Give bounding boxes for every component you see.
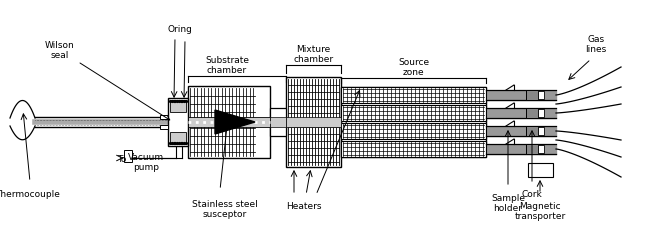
Bar [538,91,544,99]
Bar [526,108,538,118]
Text: Oring: Oring [167,25,192,34]
Bar [188,86,270,158]
Polygon shape [215,110,255,134]
Bar [170,132,186,144]
Bar [160,115,168,119]
Text: Substrate
chamber: Substrate chamber [205,56,249,75]
Bar [538,145,544,153]
Text: Cork: Cork [521,190,542,199]
Text: Heaters: Heaters [286,202,322,211]
Bar [160,125,168,129]
Bar [526,144,538,154]
Text: Wilson
seal: Wilson seal [45,41,170,120]
Text: Source
zone: Source zone [398,58,429,77]
Bar [528,163,553,177]
Bar [341,105,486,121]
Text: Sample
holder: Sample holder [491,194,525,213]
Bar [526,126,538,136]
Bar [168,98,188,146]
Bar [341,123,486,139]
Bar [124,150,132,162]
Text: Magnetic
transporter: Magnetic transporter [514,202,566,221]
Text: Vacuum
pump: Vacuum pump [128,153,164,172]
Text: To: To [117,156,126,164]
Bar [188,117,270,127]
Text: Thermocouple: Thermocouple [0,190,60,199]
Bar [526,90,538,100]
Bar [170,100,186,112]
Bar [270,108,286,136]
Bar [286,77,341,167]
Bar [341,87,486,103]
Text: Stainless steel
susceptor: Stainless steel susceptor [192,200,258,219]
Bar [341,141,486,157]
Bar [270,117,286,127]
Bar [538,109,544,117]
Bar [538,127,544,135]
Bar [286,117,341,127]
Text: Mixture
chamber: Mixture chamber [294,45,333,64]
Bar [341,87,486,157]
Text: Gas
lines: Gas lines [585,35,607,54]
